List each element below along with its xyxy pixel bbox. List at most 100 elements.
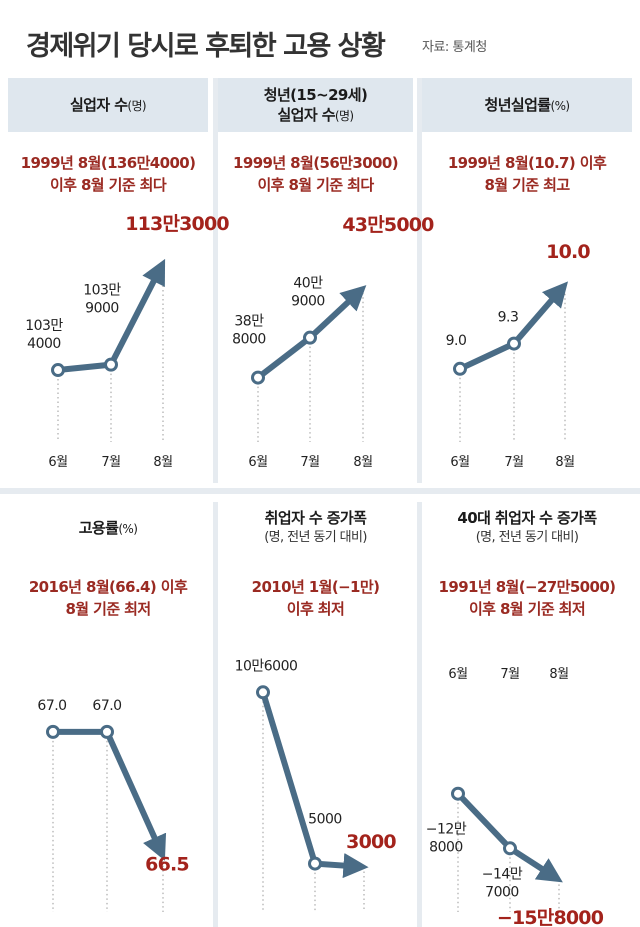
series-line xyxy=(455,790,513,852)
x-tick-label: 8월 xyxy=(353,455,372,470)
record-note-line: 이후 8월 기준 최다 xyxy=(257,176,374,194)
data-label: 103만 9000 xyxy=(83,283,121,317)
panel-unit: (명) xyxy=(127,98,147,113)
panel-unit: (명) xyxy=(334,108,354,123)
series-line xyxy=(260,689,318,867)
data-label: 38만 8000 xyxy=(232,314,266,348)
record-note: 1999년 8월(10.7) 이후 8월 기준 최고 xyxy=(422,152,632,196)
panel-title: 청년(15~29세) xyxy=(263,85,368,104)
record-note: 1991년 8월(−27만5000) 이후 8월 기준 최저 xyxy=(422,576,632,620)
line-chart: 103만 4000 103만 9000 113만3000 6월 7월 8월 xyxy=(25,213,230,470)
line-chart: −12만 8000 −14만 7000 −15만8000 6월 7월 8월 xyxy=(426,667,605,927)
data-label: 5000 xyxy=(308,812,342,828)
panel-header: 청년(15~29세) 실업자 수(명) xyxy=(218,78,413,132)
data-label: 40만 9000 xyxy=(291,276,325,310)
data-label-highlight: −15만8000 xyxy=(497,907,604,927)
series-arrow xyxy=(307,285,367,340)
data-label-highlight: 66.5 xyxy=(145,854,189,876)
panel-header: 청년실업률(%) xyxy=(422,78,632,132)
page-title: 경제위기 당시로 후퇴한 고용 상황 xyxy=(26,31,386,62)
line-chart: 38만 8000 40만 9000 43만5000 6월 7월 8월 xyxy=(232,214,435,470)
panel-unit: (%) xyxy=(550,98,571,113)
record-note-line: 이후 8월 기준 최다 xyxy=(49,176,167,194)
x-tick-label: 6월 xyxy=(48,455,67,470)
panel-header: 취업자 수 증가폭 (명, 전년 동기 대비) xyxy=(218,502,413,554)
chart-panel: 청년(15~29세) 실업자 수(명) 1999년 8월(56만3000) 이후 8월… xyxy=(218,78,435,483)
data-point xyxy=(451,786,465,801)
panel-header: 실업자 수(명) xyxy=(8,78,208,132)
record-note-line: 이후 최저 xyxy=(286,600,345,618)
series-arrow xyxy=(511,281,569,346)
panel-title: 청년실업률(%) xyxy=(484,95,571,114)
data-label: 67.0 xyxy=(37,698,66,714)
data-point xyxy=(453,361,467,376)
data-label: 67.0 xyxy=(92,698,121,714)
data-point xyxy=(51,363,65,378)
panel-separator xyxy=(417,78,422,483)
line-chart: 10만6000500030006월7월8월 xyxy=(235,658,397,912)
chart-panel: 실업자 수(명) 1999년 8월(136만4000) 이후 8월 기준 최다 103… xyxy=(8,78,230,483)
series-arrow xyxy=(108,258,166,367)
panel-title-line2: 실업자 수(명) xyxy=(277,105,354,124)
data-label: 103만 4000 xyxy=(25,318,63,352)
row-separator xyxy=(0,488,640,494)
series-arrow xyxy=(104,730,167,861)
record-note-line: 1999년 8월(56만3000) xyxy=(233,154,399,172)
record-note-line: 8월 기준 최저 xyxy=(65,600,151,618)
panel-subtitle: (명, 전년 동기 대비) xyxy=(264,530,367,545)
x-tick-label: 7월 xyxy=(504,455,523,470)
data-point xyxy=(507,336,521,351)
x-tick-label: 6월 xyxy=(248,455,267,470)
data-label-highlight: 10.0 xyxy=(546,241,590,263)
data-label: 9.3 xyxy=(498,310,519,326)
panel-separator xyxy=(213,502,218,927)
series-line xyxy=(55,361,114,374)
data-point xyxy=(100,724,114,739)
record-note-line: 1999년 8월(10.7) 이후 xyxy=(447,154,607,172)
record-note-line: 1991년 8월(−27만5000) xyxy=(438,578,617,596)
x-tick-label: 8월 xyxy=(555,455,574,470)
data-point xyxy=(46,724,60,739)
data-label: −12만 8000 xyxy=(426,822,467,856)
x-tick-label: 7월 xyxy=(101,455,120,470)
record-note: 1999년 8월(56만3000) 이후 8월 기준 최다 xyxy=(218,152,413,196)
record-note: 1999년 8월(136만4000) 이후 8월 기준 최다 xyxy=(8,152,208,196)
data-label: −14만 7000 xyxy=(482,866,523,900)
panel-subtitle: (명, 전년 동기 대비) xyxy=(475,530,579,545)
panel-header: 40대 취업자 수 증가폭 (명, 전년 동기 대비) xyxy=(422,502,632,554)
chart-grid: 실업자 수(명) 1999년 8월(136만4000) 이후 8월 기준 최다 103… xyxy=(0,78,640,927)
record-note-line: 8월 기준 최고 xyxy=(484,176,570,194)
chart-panel: 청년실업률(%) 1999년 8월(10.7) 이후 8월 기준 최고 9.0 9.3 1… xyxy=(422,78,632,483)
x-tick-label: 6월 xyxy=(450,455,469,470)
line-chart: 67.067.066.56월7월8월 xyxy=(37,698,190,912)
data-label-highlight: 113만3000 xyxy=(125,213,229,235)
data-point xyxy=(503,841,517,856)
data-point xyxy=(104,357,118,372)
x-tick-label: 8월 xyxy=(153,455,172,470)
panel-title: 40대 취업자 수 증가폭 xyxy=(457,509,597,527)
panel-separator xyxy=(213,78,218,483)
record-note: 2016년 8월(66.4) 이후 8월 기준 최저 xyxy=(8,576,208,620)
record-note-line: 1999년 8월(136만4000) xyxy=(20,154,196,172)
x-tick-label: 6월 xyxy=(448,667,467,682)
series-line xyxy=(255,334,313,381)
record-note-line: 2010년 1월(−1만) xyxy=(251,578,380,596)
data-point xyxy=(251,370,265,385)
chart-panel: 고용률(%) 2016년 8월(66.4) 이후 8월 기준 최저 67.0 67.0 6… xyxy=(8,502,208,927)
record-note-line: 이후 8월 기준 최저 xyxy=(468,600,586,618)
x-tick-label: 7월 xyxy=(500,667,519,682)
source-note: 자료: 통계청 xyxy=(422,40,487,55)
chart-panel: 40대 취업자 수 증가폭 (명, 전년 동기 대비) 1991년 8월(−27만5… xyxy=(422,502,632,927)
data-label-highlight: 3000 xyxy=(346,831,396,853)
line-chart: 9.0 9.3 10.0 6월 7월 8월 xyxy=(446,241,592,470)
record-note: 2010년 1월(−1만) 이후 최저 xyxy=(218,576,413,620)
data-label: 10만6000 xyxy=(235,658,298,674)
panel-separator xyxy=(417,502,422,927)
series-line xyxy=(457,340,517,372)
data-point xyxy=(308,856,322,871)
data-label: 9.0 xyxy=(446,333,467,349)
x-tick-label: 7월 xyxy=(300,455,319,470)
series-arrow xyxy=(508,845,563,883)
data-label-highlight: 43만5000 xyxy=(342,214,434,236)
